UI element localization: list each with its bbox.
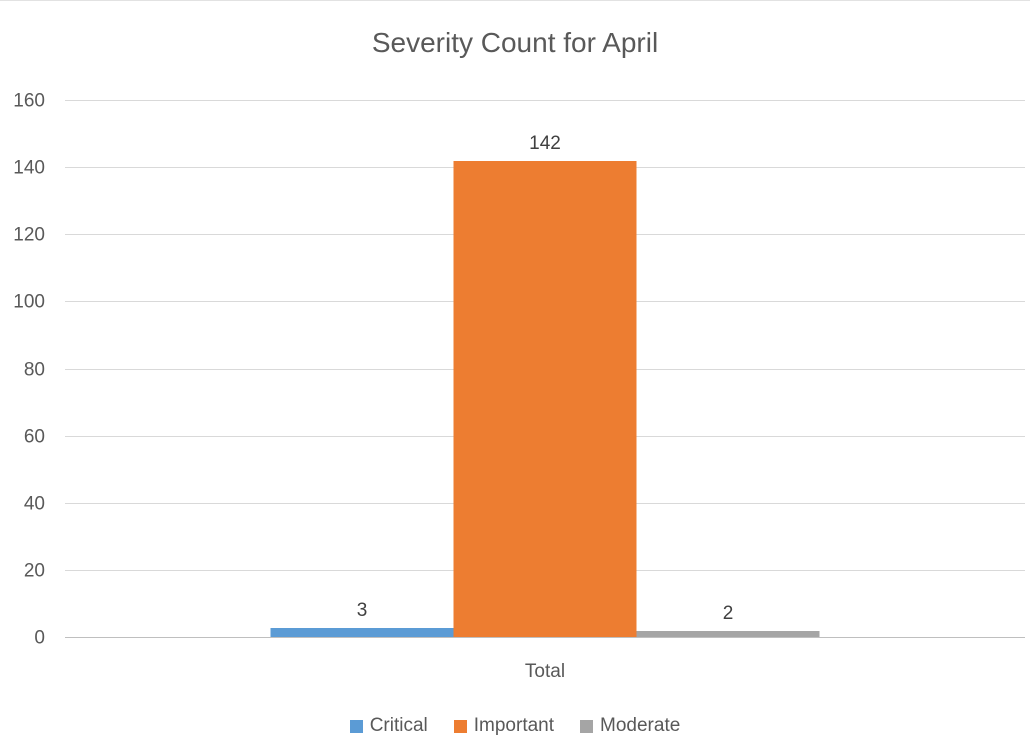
legend: Critical Important Moderate bbox=[0, 715, 1030, 737]
legend-label: Moderate bbox=[600, 715, 681, 736]
x-axis-line bbox=[65, 637, 1025, 638]
bar-critical: 3 bbox=[270, 600, 454, 638]
y-tick-label: 60 bbox=[23, 426, 45, 448]
bar-value-label: 142 bbox=[529, 133, 561, 155]
legend-swatch-icon bbox=[453, 719, 467, 733]
y-tick-label: 140 bbox=[13, 157, 45, 179]
legend-label: Important bbox=[473, 715, 555, 736]
gridline bbox=[65, 100, 1025, 101]
legend-swatch-icon bbox=[580, 719, 594, 733]
y-tick-label: 20 bbox=[23, 560, 45, 582]
legend-label: Critical bbox=[369, 715, 428, 736]
legend-item-important: Important bbox=[453, 715, 555, 737]
y-tick-label: 100 bbox=[13, 291, 45, 313]
legend-item-moderate: Moderate bbox=[580, 715, 680, 737]
plot-area: 3 142 2 bbox=[65, 100, 1025, 638]
bar-group: 3 142 2 bbox=[270, 101, 820, 638]
y-tick-label: 80 bbox=[23, 359, 45, 380]
y-tick-label: 120 bbox=[13, 224, 45, 246]
y-tick-label: 40 bbox=[23, 493, 45, 515]
legend-item-critical: Critical bbox=[349, 715, 428, 737]
y-tick-label: 0 bbox=[34, 627, 45, 649]
y-axis-labels: 0 20 40 60 80 100 120 140 160 bbox=[0, 92, 45, 648]
bar-important: 142 bbox=[453, 133, 637, 638]
legend-swatch-icon bbox=[349, 719, 363, 733]
bar-value-label: 3 bbox=[356, 599, 368, 621]
bar-value-label: 2 bbox=[722, 603, 734, 625]
y-tick-label: 160 bbox=[13, 90, 45, 112]
chart-title: Severity Count for April bbox=[371, 27, 659, 58]
bar-moderate: 2 bbox=[636, 603, 820, 638]
x-axis-category-label: Total bbox=[524, 661, 566, 682]
